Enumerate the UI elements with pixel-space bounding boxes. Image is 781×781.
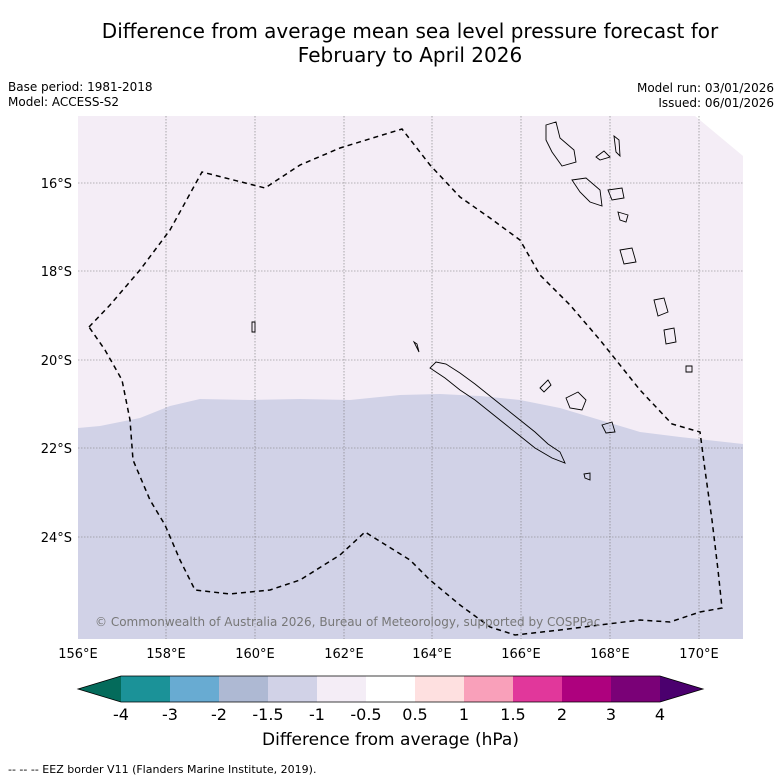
malakula-coast [571,177,603,207]
colorbar-tick-4: 4 [655,705,665,724]
colorbar-tick-neg4: -4 [113,705,129,724]
chart-title: Difference from average mean sea level p… [0,19,781,67]
colorbar-tick-1_5: 1.5 [500,705,525,724]
colorbar-outline [76,675,705,703]
title-line-1: Difference from average mean sea level p… [101,19,719,43]
shading-band-neg1_5-to-neg1 [78,394,743,639]
colorbar-segment-neg1_5-neg1 [268,676,317,702]
meta-left: Base period: 1981-2018 Model: ACCESS-S2 [8,80,153,110]
colorbar-over-arrow [660,676,703,702]
colorbar-tick-neg0_5: -0.5 [350,705,381,724]
lon-label-156: 156°E [58,647,98,662]
colorbar-segment-1-1_5 [464,676,513,702]
colorbar-segment-0_5-1 [415,676,464,702]
colorbar-segment-neg3-neg2 [170,676,219,702]
mare-coast [601,421,616,434]
longitude-labels: 156°E 158°E 160°E 162°E 164°E 166°E 168°… [58,647,719,662]
colorbar-tick-labels: -4 -3 -2 -1.5 -1 -0.5 0.5 1 1.5 2 3 4 [113,705,665,724]
colorbar-under-arrow [78,676,121,702]
lon-label-160: 160°E [235,647,275,662]
colorbar-segment-neg4-neg3 [121,676,170,702]
colorbar-tick-1: 1 [459,705,469,724]
colorbar-tick-2: 2 [557,705,567,724]
lat-label-18s: 18°S [41,265,72,280]
model-run: Model run: 03/01/2026 [636,81,774,95]
erromango-coast [619,247,637,265]
efate-coast [617,211,629,223]
colorbar-tick-0_5: 0.5 [402,705,427,724]
matthew-island-coast [685,365,693,373]
colorbar-segment-2-3 [562,676,611,702]
graticule [78,116,743,639]
espiritu-santo-coast [545,121,577,167]
lon-label-166: 166°E [501,647,541,662]
lat-label-22s: 22°S [41,442,72,457]
lon-label-158: 158°E [146,647,186,662]
lat-label-24s: 24°S [41,531,72,546]
lon-label-162: 162°E [324,647,364,662]
maewo-coast [613,134,621,158]
base-period: Base period: 1981-2018 [8,80,153,94]
eez-footnote: -- -- -- EEZ border V11 (Flanders Marine… [8,763,317,776]
aneityum-coast [663,327,677,345]
eez-border [88,128,723,636]
colorbar-tick-neg1: -1 [309,705,325,724]
colorbar-tick-neg1_5: -1.5 [252,705,283,724]
new-caledonia-coast [429,361,566,464]
colorbar-tick-neg2: -2 [211,705,227,724]
colorbar-segment-3-4 [611,676,660,702]
colorbar-segment-neg0_5-0_5 [366,676,415,702]
coastlines [251,121,693,481]
ambae-coast [595,150,611,161]
map-area: © Commonwealth of Australia 2026, Bureau… [78,116,743,639]
model-name: Model: ACCESS-S2 [8,95,120,109]
meta-right: Model run: 03/01/2026 Issued: 06/01/2026 [637,81,774,111]
colorbar-tick-neg3: -3 [162,705,178,724]
copyright-notice: © Commonwealth of Australia 2026, Bureau… [95,615,600,629]
colorbar-tick-3: 3 [606,705,616,724]
tanna-coast [653,297,669,317]
lat-label-20s: 20°S [41,354,72,369]
isle-of-pines-coast [583,472,591,481]
colorbar-segment-1_5-2 [513,676,562,702]
epi-coast [607,187,625,201]
belep-islands-coast [412,340,420,353]
lon-label-170: 170°E [679,647,719,662]
lat-label-16s: 16°S [41,177,72,192]
chesterfield-islands-coast [251,321,256,333]
latitude-labels: 16°S 18°S 20°S 22°S 24°S [41,177,72,546]
colorbar-segment-neg2-neg1_5 [219,676,268,702]
lifou-coast [565,391,587,411]
issued-date: Issued: 06/01/2026 [658,96,774,110]
no-data-corner [695,116,743,156]
colorbar-segment-neg1-neg0_5 [317,676,366,702]
lon-label-164: 164°E [412,647,452,662]
ouvea-coast [539,379,552,393]
lon-label-168: 168°E [590,647,630,662]
title-line-2: February to April 2026 [297,43,523,67]
colorbar-label: Difference from average (hPa) [262,730,519,750]
colorbar [76,675,705,703]
